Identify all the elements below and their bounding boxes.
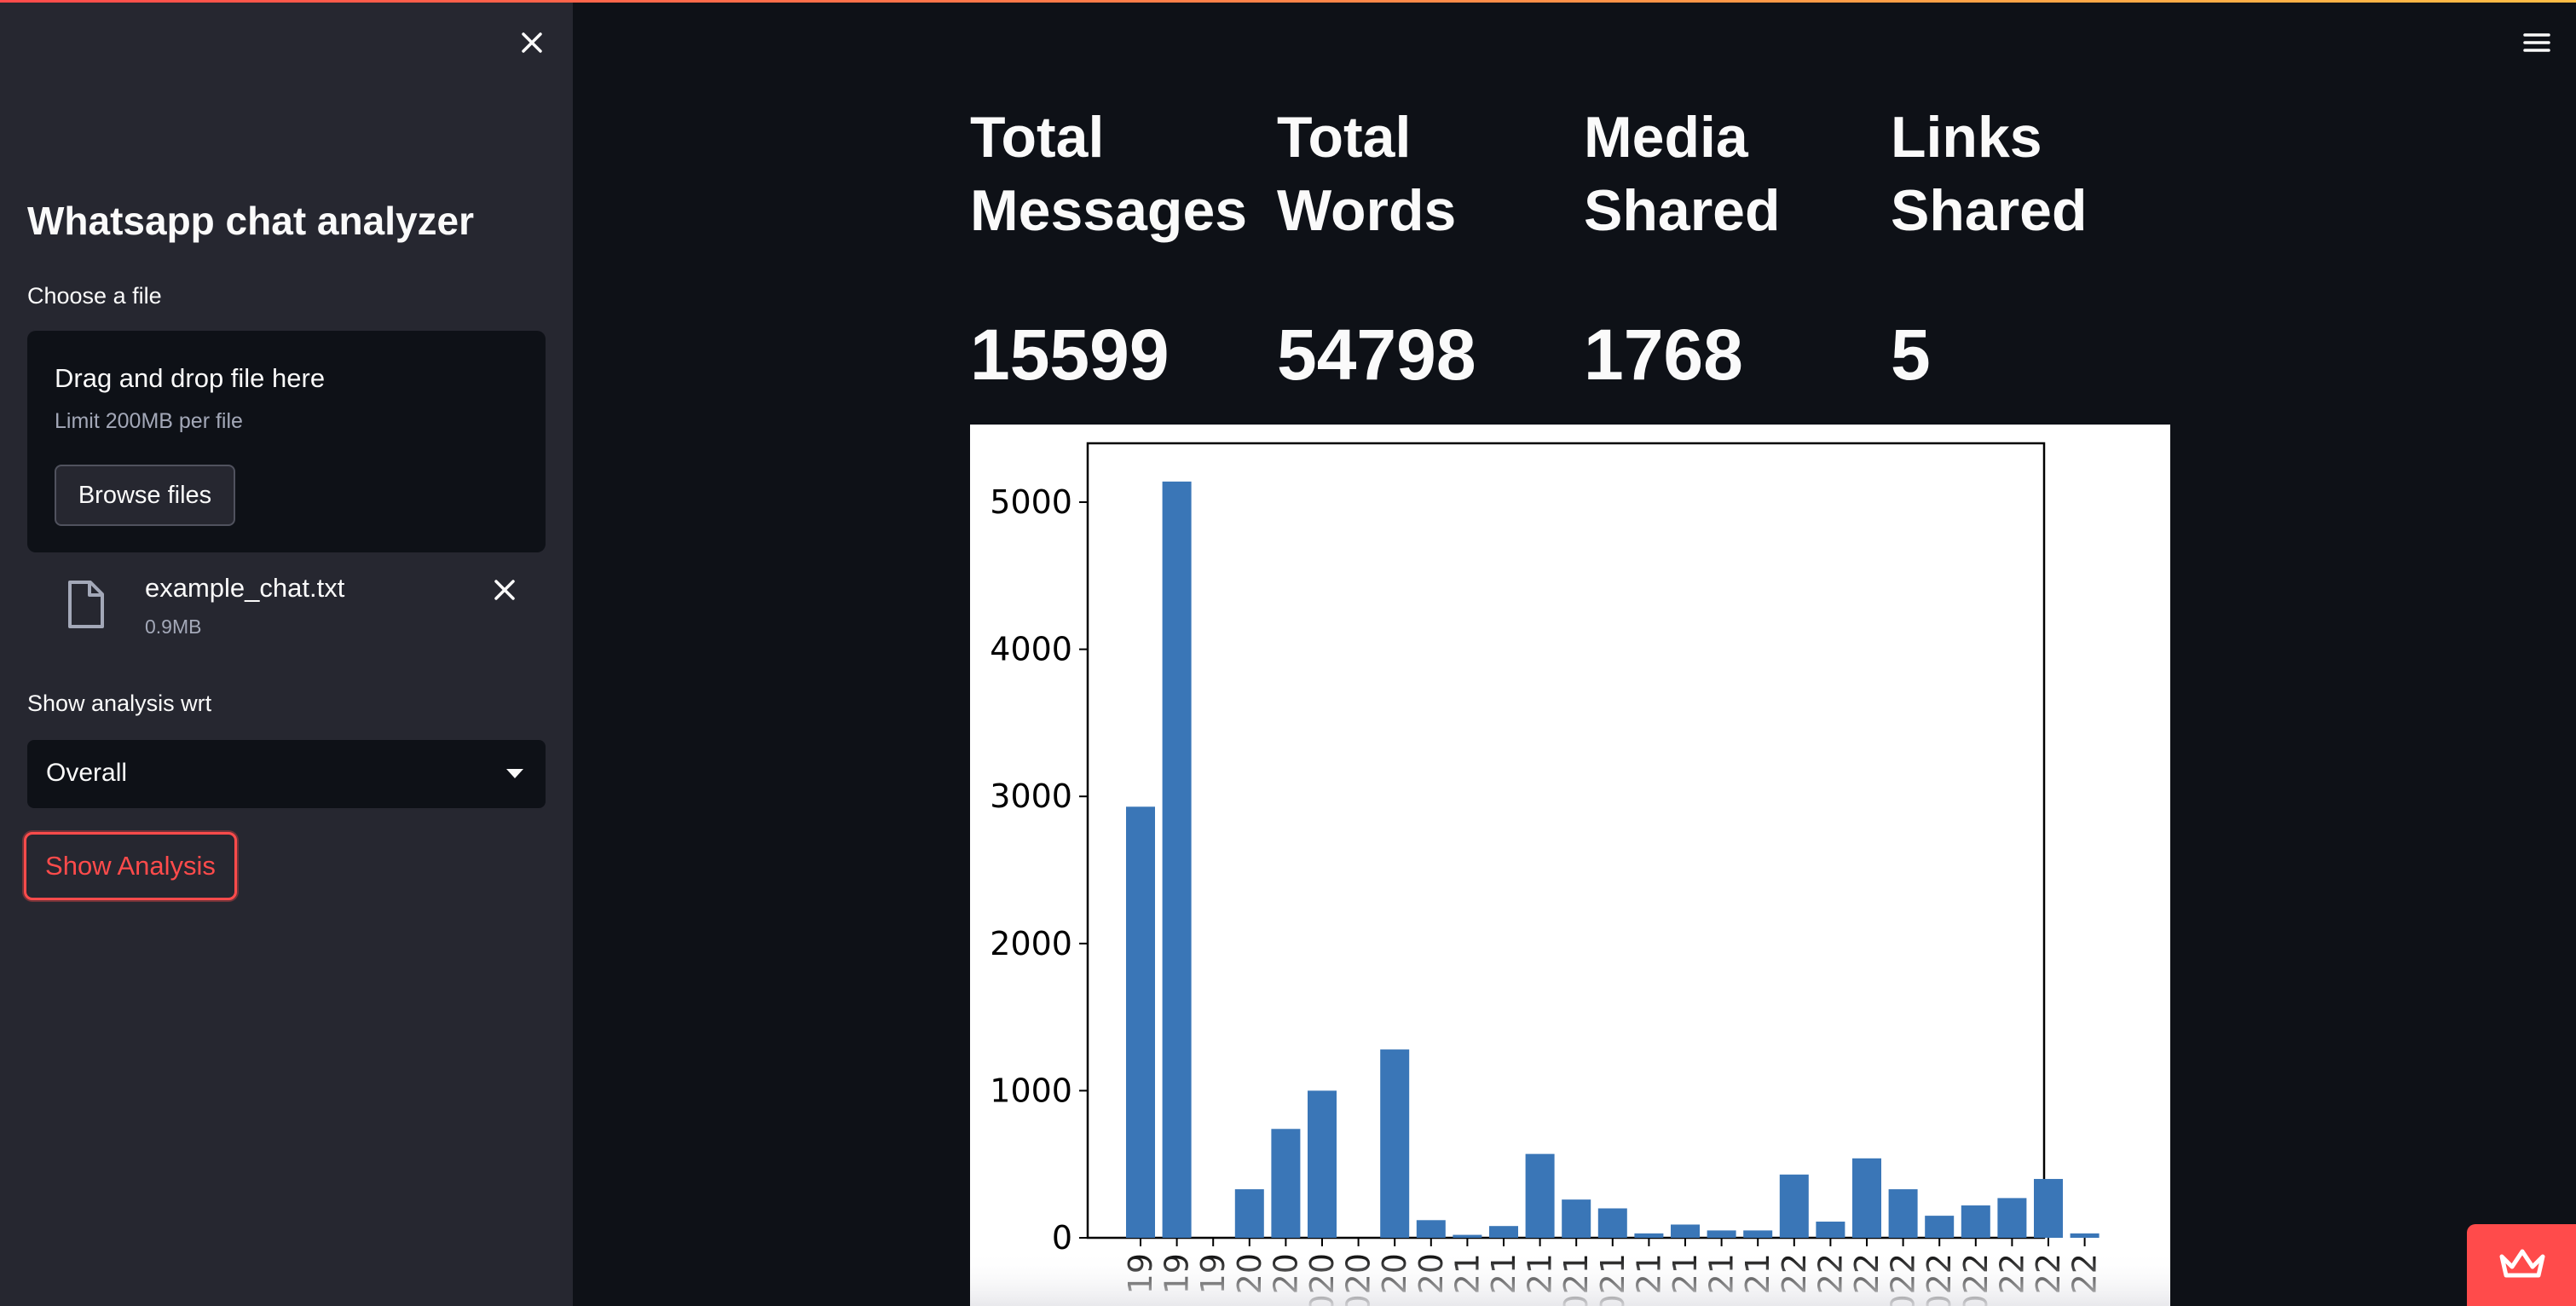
show-analysis-button[interactable]: Show Analysis (24, 832, 237, 900)
metric-value: 15599 (970, 315, 1170, 395)
bar (1852, 1158, 1881, 1238)
metric-label-line1: Links (1891, 105, 2042, 170)
y-tick-label: 0 (1052, 1219, 1072, 1257)
y-tick-label: 1000 (990, 1072, 1072, 1109)
bar (1743, 1230, 1773, 1238)
bar (1234, 1189, 1264, 1238)
close-icon (494, 580, 515, 600)
file-dropzone[interactable]: Drag and drop file here Limit 200MB per … (27, 331, 546, 552)
close-icon (522, 32, 542, 53)
close-sidebar-button[interactable] (515, 26, 549, 60)
bar (1961, 1205, 1990, 1238)
y-tick-label: 3000 (990, 777, 1072, 815)
metric-label-line2: Messages (970, 178, 1248, 243)
bar (1671, 1224, 1700, 1238)
metric-total-words: Total Words 54798 (1277, 101, 1558, 395)
y-tick-label: 4000 (990, 631, 1072, 668)
bar (1271, 1129, 1301, 1238)
metric-label: Total Messages (970, 101, 1251, 247)
bar (1816, 1222, 1845, 1238)
sidebar: Whatsapp chat analyzer Choose a file Dra… (0, 0, 573, 1306)
bar (1380, 1049, 1410, 1238)
monthly-timeline-chart: 0100020003000400050001919192020020020202… (970, 425, 2170, 1306)
analysis-user-select[interactable]: Overall (27, 740, 546, 808)
crown-icon (2499, 1249, 2545, 1278)
bar (1308, 1090, 1337, 1238)
bar (1562, 1199, 1591, 1238)
metric-label: Media Shared (1584, 101, 1865, 247)
bar (1707, 1230, 1736, 1238)
main-menu-button[interactable] (2520, 26, 2554, 60)
bar (1997, 1198, 2027, 1238)
metric-total-messages: Total Messages 15599 (970, 101, 1251, 395)
metric-value: 1768 (1584, 315, 1743, 395)
plot-frame (1086, 442, 2046, 1240)
bar (1126, 806, 1155, 1238)
metric-value: 54798 (1277, 315, 1476, 395)
metric-label-line2: Shared (1891, 178, 2088, 243)
bar (1525, 1153, 1555, 1238)
dropzone-title: Drag and drop file here (55, 363, 326, 393)
y-tick-label: 5000 (990, 483, 1072, 521)
bar-chart-svg: 0100020003000400050001919192020020020202… (970, 442, 2170, 1306)
metric-media-shared: Media Shared 1768 (1584, 101, 1865, 395)
streamlit-badge[interactable] (2467, 1224, 2576, 1306)
y-tick-label: 2000 (990, 925, 1072, 962)
metric-label: Total Words (1277, 101, 1558, 247)
bar (2070, 1233, 2099, 1238)
metric-value: 5 (1891, 315, 1931, 395)
dropzone-limit: Limit 200MB per file (55, 409, 243, 433)
uploaded-file-size: 0.9MB (145, 615, 202, 638)
analysis-selected-value: Overall (46, 759, 128, 787)
metric-label-line1: Media (1584, 105, 1748, 170)
bar (2034, 1178, 2063, 1238)
metric-label-line2: Words (1277, 178, 1457, 243)
metric-label-line1: Total (1277, 105, 1412, 170)
uploaded-file-name: example_chat.txt (145, 573, 345, 603)
browse-files-button[interactable]: Browse files (55, 465, 235, 526)
metric-label-line2: Shared (1584, 178, 1781, 243)
metric-links-shared: Links Shared 5 (1891, 101, 2172, 395)
bar (1416, 1220, 1446, 1238)
hamburger-menu-icon (2523, 33, 2550, 52)
metric-label-line1: Total (970, 105, 1105, 170)
app-title: Whatsapp chat analyzer (27, 199, 475, 243)
file-icon (68, 581, 104, 628)
metric-label: Links Shared (1891, 101, 2172, 247)
bar (1453, 1234, 1482, 1238)
uploaded-file-item: example_chat.txt 0.9MB (27, 569, 546, 646)
chart-bottom-fade (970, 1251, 2170, 1306)
bar (1888, 1189, 1918, 1238)
chevron-down-icon (506, 769, 523, 778)
bar (1634, 1233, 1664, 1238)
bar (1162, 481, 1192, 1238)
bar (1489, 1226, 1518, 1238)
bar (1925, 1216, 1955, 1238)
top-decoration-line (0, 0, 2576, 3)
file-uploader-label: Choose a file (27, 283, 162, 309)
remove-file-button[interactable] (488, 573, 522, 607)
analysis-select-label: Show analysis wrt (27, 691, 212, 716)
bar (1779, 1174, 1809, 1238)
bar (1597, 1208, 1627, 1238)
